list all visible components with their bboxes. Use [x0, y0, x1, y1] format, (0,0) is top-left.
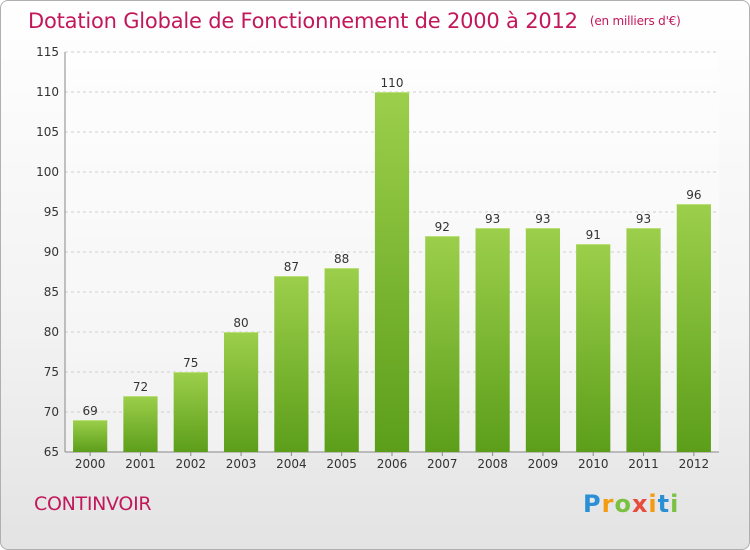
bar — [274, 276, 309, 452]
data-label: 93 — [535, 212, 550, 226]
data-label: 110 — [381, 76, 404, 90]
x-tick-label: 2006 — [377, 457, 408, 471]
bar — [475, 228, 510, 452]
bar — [223, 332, 259, 452]
data-label: 75 — [183, 356, 198, 370]
y-tick-label: 105 — [36, 125, 59, 139]
y-tick-label: 65 — [44, 445, 59, 459]
data-label: 80 — [233, 316, 248, 330]
y-tick-label: 115 — [36, 45, 59, 59]
y-tick-label: 110 — [36, 85, 59, 99]
chart-title-text: Dotation Globale de Fonctionnement de 20… — [28, 9, 578, 33]
y-tick-label: 75 — [44, 365, 59, 379]
x-tick-label: 2000 — [75, 457, 106, 471]
bar — [425, 236, 460, 452]
x-tick-label: 2005 — [326, 457, 357, 471]
proxiti-logo: Proxiti — [583, 490, 680, 518]
bar — [626, 228, 661, 452]
x-tick-label: 2004 — [276, 457, 307, 471]
x-tick-label: 2010 — [578, 457, 609, 471]
chart-title: Dotation Globale de Fonctionnement de 20… — [28, 9, 681, 33]
data-label: 92 — [435, 220, 450, 234]
city-name: CONTINVOIR — [34, 493, 152, 515]
x-tick-label: 2001 — [125, 457, 156, 471]
y-tick-label: 95 — [44, 205, 59, 219]
x-tick-label: 2008 — [477, 457, 508, 471]
bar — [576, 244, 611, 452]
x-tick-label: 2009 — [528, 457, 559, 471]
data-label: 88 — [334, 252, 349, 266]
data-label: 87 — [284, 260, 299, 274]
y-tick-label: 70 — [44, 405, 59, 419]
y-tick-label: 80 — [44, 325, 59, 339]
x-tick-label: 2003 — [226, 457, 257, 471]
bar — [123, 396, 158, 452]
y-tick-label: 90 — [44, 245, 59, 259]
chart-subtitle: (en milliers d'€) — [589, 14, 681, 28]
bar — [324, 268, 359, 452]
data-label: 93 — [485, 212, 500, 226]
x-tick-label: 2002 — [175, 457, 206, 471]
x-tick-label: 2007 — [427, 457, 458, 471]
y-tick-label: 85 — [44, 285, 59, 299]
data-label: 91 — [586, 228, 601, 242]
data-label: 93 — [636, 212, 651, 226]
data-label: 96 — [686, 188, 701, 202]
bar — [73, 420, 108, 452]
y-tick-label: 100 — [36, 165, 59, 179]
bar — [173, 372, 208, 452]
data-label: 72 — [133, 380, 148, 394]
data-label: 69 — [83, 404, 98, 418]
x-tick-label: 2011 — [628, 457, 659, 471]
bar — [676, 204, 711, 452]
bar — [525, 228, 561, 452]
x-tick-label: 2012 — [679, 457, 710, 471]
bar — [374, 92, 410, 452]
